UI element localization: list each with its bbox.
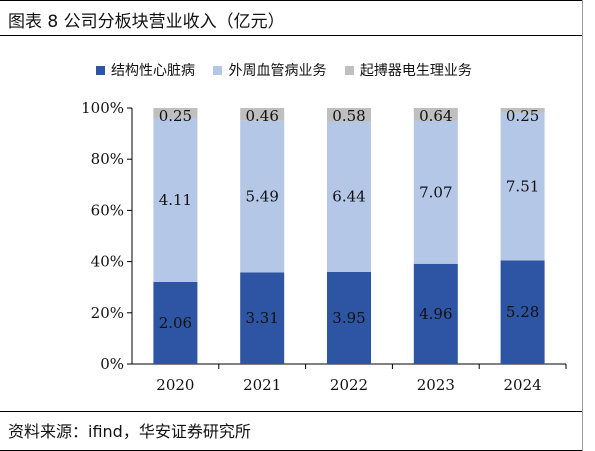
bar-segment — [327, 108, 371, 122]
bar-segment — [327, 271, 371, 364]
y-tick-label: 80% — [91, 150, 124, 168]
bar-value-label: 6.44 — [332, 188, 365, 206]
legend-item-structural: 结构性心脏病 — [96, 60, 195, 80]
bar-value-label: 7.51 — [506, 178, 539, 196]
legend-label-pacemaker: 起搏器电生理业务 — [359, 63, 472, 79]
x-tick-label: 2022 — [330, 376, 368, 394]
bar-value-label: 0.64 — [419, 107, 452, 125]
right-divider — [582, 0, 583, 451]
bar-value-label: 0.25 — [506, 107, 539, 125]
bar-segment — [153, 281, 198, 364]
y-tick-label: 20% — [91, 304, 124, 322]
x-tick-label: 2021 — [243, 376, 281, 394]
bar-value-label: 4.11 — [159, 191, 192, 209]
bar-value-label: 5.28 — [506, 303, 539, 321]
y-tick-label: 60% — [91, 201, 124, 219]
bar-value-label: 0.58 — [332, 107, 365, 125]
legend-swatch-peripheral — [213, 65, 223, 75]
bar-value-label: 7.07 — [419, 183, 452, 201]
bar-segment — [413, 263, 458, 364]
bar-value-label: 3.95 — [332, 309, 365, 327]
title-bar: 图表 8 公司分板块营业收入（亿元） — [0, 0, 582, 36]
stacked-bar-chart: 0% 20% 40% 60% 80% 100% 2.06 4.11 0.25 2020 3.31 5.… — [81, 99, 567, 394]
bar-segment — [500, 112, 545, 261]
y-tick-label: 100% — [81, 99, 124, 117]
bar-segment — [327, 121, 371, 272]
bar-segment — [153, 117, 198, 282]
bar-value-label: 3.31 — [245, 309, 278, 327]
y-tick-label: 0% — [100, 355, 124, 373]
bar-value-label: 5.49 — [245, 188, 278, 206]
x-tick-label: 2020 — [156, 376, 194, 394]
legend-swatch-structural — [96, 65, 105, 75]
bar-segment — [240, 108, 285, 121]
legend-label-structural: 结构性心脏病 — [111, 63, 195, 79]
chart-legend: 结构性心脏病 外周血管病业务 起搏器电生理业务 — [96, 60, 486, 80]
bar-value-label: 4.96 — [419, 305, 452, 323]
bar-segment — [500, 260, 545, 364]
legend-label-peripheral: 外周血管病业务 — [228, 63, 327, 79]
bar-segment — [153, 108, 198, 118]
bar-segment — [240, 120, 285, 273]
bar-value-label: 0.25 — [159, 107, 192, 125]
bar-segment — [413, 108, 458, 121]
figure-title: 图表 8 公司分板块营业收入（亿元） — [8, 12, 285, 32]
bar-segment — [413, 120, 458, 264]
bar-value-label: 0.46 — [245, 107, 278, 125]
x-tick-label: 2024 — [504, 376, 542, 394]
source-text: 资料来源：ifind，华安证券研究所 — [8, 422, 251, 441]
legend-swatch-pacemaker — [344, 65, 354, 75]
legend-item-pacemaker: 起搏器电生理业务 — [344, 60, 472, 80]
y-tick-label: 40% — [91, 253, 124, 271]
legend-item-peripheral: 外周血管病业务 — [213, 60, 326, 80]
bar-segment — [500, 108, 545, 113]
bar-value-label: 2.06 — [159, 314, 192, 332]
x-tick-label: 2023 — [417, 376, 455, 394]
source-footer: 资料来源：ifind，华安证券研究所 — [0, 411, 582, 451]
bar-segment — [240, 272, 285, 364]
